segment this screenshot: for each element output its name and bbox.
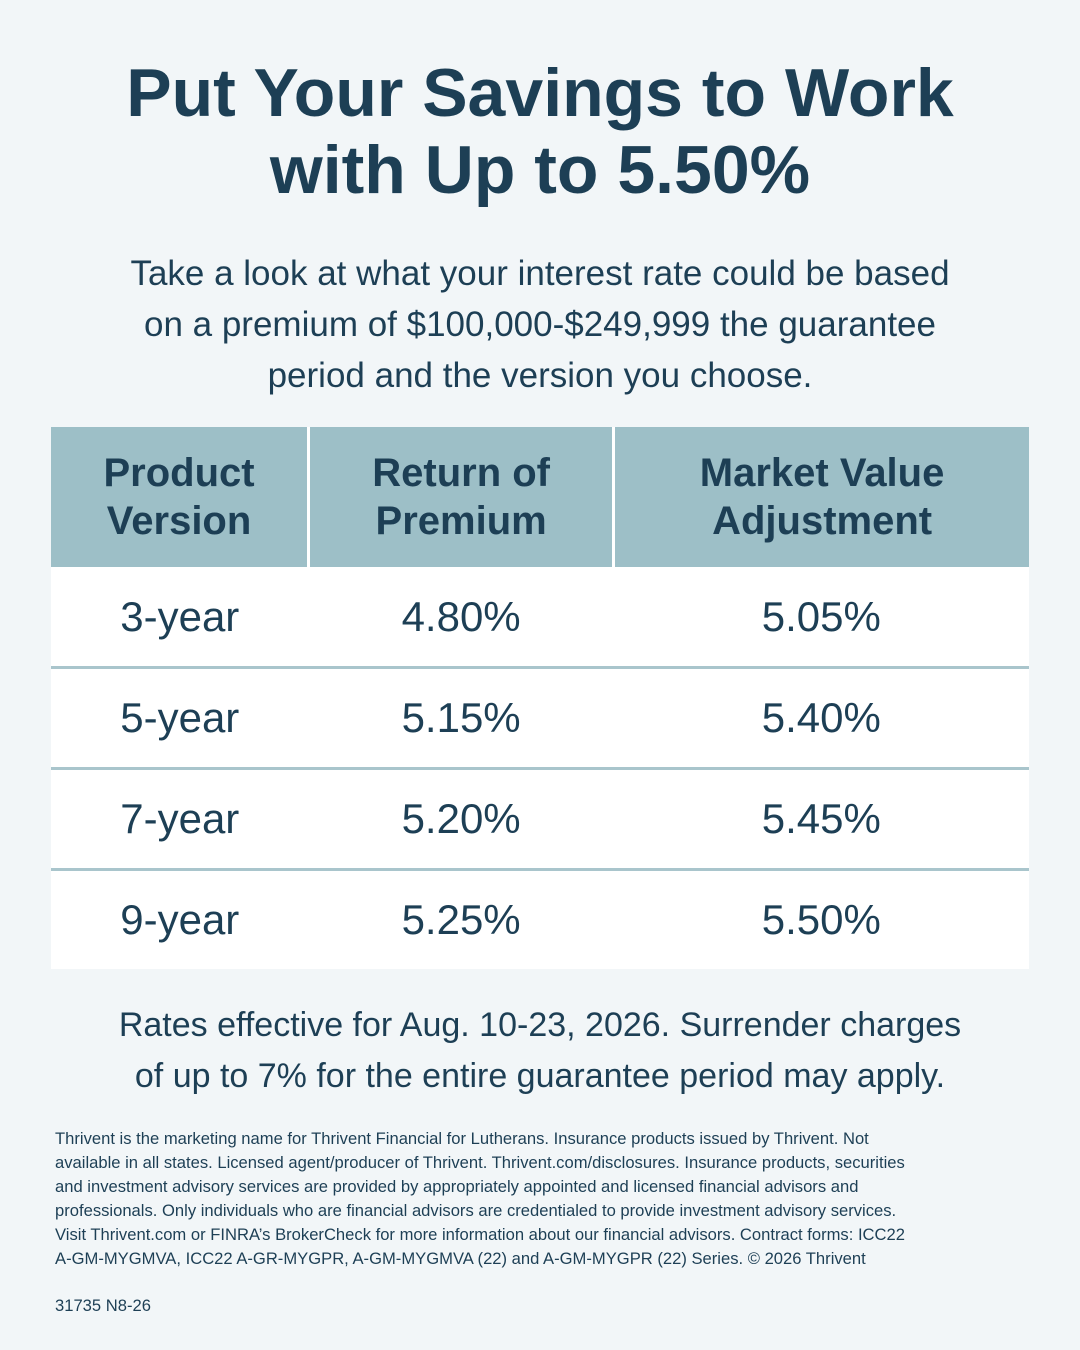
column-header: Market Value Adjustment (612, 427, 1029, 567)
column-header-line: Return of (372, 451, 550, 495)
disclosure-line: professionals. Only individuals who are … (55, 1201, 897, 1220)
disclosure-line: available in all states. Licensed agent/… (55, 1153, 905, 1172)
disclosure-line: A-GM-MYGMVA, ICC22 A-GR-MYGPR, A-GM-MYGM… (55, 1249, 866, 1268)
column-header-line: Premium (375, 499, 547, 543)
note-line: of up to 7% for the entire guarantee per… (134, 1057, 946, 1095)
table-cell: 5.15% (308, 666, 614, 769)
code: 31735 N8-26 (55, 1296, 151, 1315)
table-cell: 5.20% (308, 767, 614, 870)
table-cell: 9-year (51, 868, 309, 969)
table-row: 7-year 5.20% 5.45% (51, 767, 1029, 870)
intro-line: period and the version you choose. (267, 356, 813, 395)
table-row: 9-year 5.25% 5.50% (51, 868, 1029, 969)
intro: Take a look at what your interest rate c… (0, 248, 1080, 401)
table-row: 3-year 4.80% 5.05% (51, 567, 1029, 668)
table-cell: 5.40% (613, 666, 1029, 769)
column-header: Product Version (51, 427, 309, 567)
table-cell: 5.50% (613, 868, 1029, 969)
note-line: Rates effective for Aug. 10-23, 2026. Su… (118, 1006, 962, 1044)
table-body: 3-year 4.80% 5.05% 5-year 5.15% 5.40% 7-year 5.… (51, 567, 1029, 969)
column-header-line: Product (103, 451, 255, 495)
table-cell: 4.80% (308, 567, 614, 668)
table-row: 5-year 5.15% 5.40% (51, 666, 1029, 769)
column-header: Return of Premium (307, 427, 614, 567)
note: Rates effective for Aug. 10-23, 2026. Su… (0, 1000, 1080, 1102)
table-cell: 5.25% (308, 868, 614, 969)
table-cell: 5-year (51, 666, 309, 769)
table-cell: 5.45% (613, 767, 1029, 870)
table-cell: 3-year (51, 567, 309, 668)
disclosure-line: and investment advisory services are pro… (55, 1177, 859, 1196)
intro-line: on a premium of $100,000-$249,999 the gu… (144, 305, 936, 344)
header-row: Product Version Return of Premium Market Val… (51, 427, 1029, 567)
table-cell: 5.05% (613, 567, 1029, 668)
table-cell: 7-year (51, 767, 309, 870)
column-header-line: Version (106, 499, 252, 543)
disclosure-line: Visit Thrivent.com or FINRA’s BrokerChec… (55, 1225, 905, 1244)
disclosure-line: Thrivent is the marketing name for Thriv… (55, 1129, 869, 1148)
title: Put Your Savings to Work with Up to 5.50% (0, 55, 1080, 209)
rate-table: Product Version Return of Premium Market Val… (51, 427, 1029, 969)
title-line: with Up to 5.50% (269, 132, 811, 208)
disclosure: Thrivent is the marketing name for Thriv… (55, 1127, 905, 1271)
column-header-line: Market Value (699, 451, 945, 495)
column-header-line: Adjustment (712, 499, 933, 543)
intro-line: Take a look at what your interest rate c… (130, 254, 950, 293)
title-line: Put Your Savings to Work (126, 55, 954, 131)
